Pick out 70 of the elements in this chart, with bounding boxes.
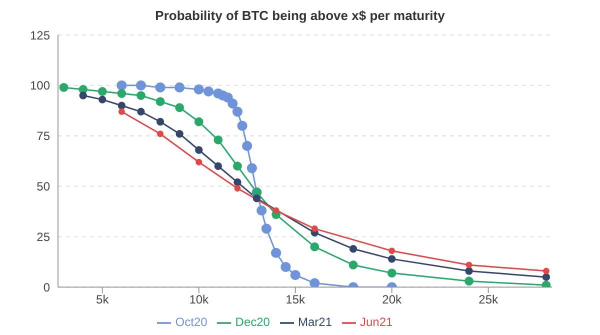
point: [311, 225, 318, 232]
point: [234, 178, 242, 186]
y-tick-label: 0: [43, 280, 50, 294]
point: [228, 98, 238, 109]
point: [310, 242, 320, 252]
y-tick-label: 50: [36, 180, 50, 194]
point: [214, 162, 222, 170]
point: [252, 194, 261, 202]
point: [290, 270, 300, 280]
y-tick-label: 100: [30, 78, 50, 93]
point: [464, 276, 474, 286]
chart-title: Probability of BTC being above x$ per maturity: [154, 8, 446, 25]
point: [232, 106, 243, 117]
point: [233, 162, 242, 171]
x-tick-label: 20k: [382, 292, 403, 307]
point: [349, 244, 358, 253]
point: [116, 80, 127, 90]
point: [79, 92, 87, 100]
point: [98, 87, 107, 96]
point: [156, 118, 164, 126]
point: [196, 158, 202, 166]
point: [388, 255, 396, 263]
point: [174, 82, 185, 92]
point: [242, 140, 252, 152]
point: [542, 273, 550, 281]
point: [388, 248, 396, 254]
point: [136, 91, 146, 100]
x-tick-label: 5k: [96, 292, 110, 307]
point: [387, 268, 396, 278]
y-tick-label: 25: [36, 230, 50, 244]
point: [203, 86, 214, 97]
point: [176, 130, 184, 138]
point: [156, 97, 165, 106]
point: [256, 205, 267, 216]
point: [234, 185, 241, 192]
point: [175, 103, 184, 112]
point: [542, 268, 550, 274]
point: [466, 262, 472, 268]
point: [136, 80, 146, 90]
x-tick-label: 15k: [286, 292, 306, 307]
legend-label: Jun21: [360, 315, 393, 330]
point: [118, 102, 126, 110]
point: [310, 278, 320, 288]
point: [194, 84, 204, 95]
point: [59, 83, 68, 92]
point: [246, 163, 257, 174]
point: [348, 260, 358, 270]
point: [214, 135, 223, 144]
point: [465, 267, 473, 275]
y-tick-label: 125: [30, 28, 50, 42]
y-tick-label: 75: [36, 129, 50, 144]
x-tick-label: 25k: [478, 292, 499, 307]
point: [542, 280, 551, 288]
point: [194, 117, 204, 126]
x-tick-label: 10k: [189, 292, 210, 307]
point: [155, 82, 166, 92]
point: [118, 108, 125, 115]
point: [280, 262, 291, 272]
legend-label: Mar21: [298, 315, 332, 330]
point: [195, 146, 203, 154]
point: [272, 207, 280, 214]
point: [137, 108, 145, 116]
point: [261, 224, 272, 234]
point: [157, 130, 164, 138]
point: [271, 248, 282, 258]
point: [98, 96, 106, 104]
point: [237, 120, 248, 131]
legend-label: Dec20: [235, 315, 270, 330]
point: [117, 89, 126, 98]
legend-label: Oct20: [175, 315, 208, 330]
